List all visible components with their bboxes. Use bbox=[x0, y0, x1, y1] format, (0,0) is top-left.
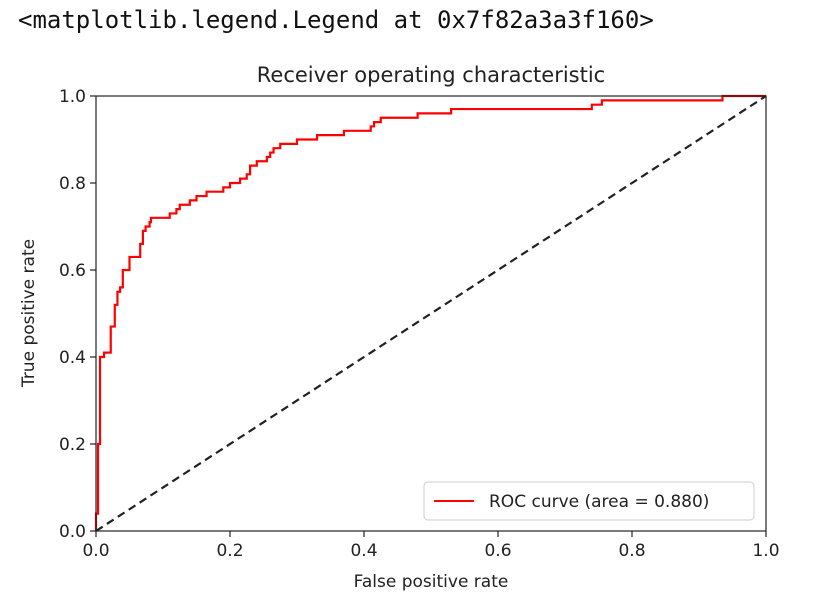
y-tick-label: 0.2 bbox=[59, 435, 86, 455]
plot-area: 0.0 0.2 0.4 0.6 0.8 1.0 0.0 0.2 0.4 0.6 0.8 1.0 bbox=[59, 87, 780, 561]
axes-frame bbox=[95, 95, 767, 532]
legend-entry-roc-curve: ROC curve (area = 0.880) bbox=[489, 492, 709, 512]
x-tick-label: 0.6 bbox=[484, 541, 511, 561]
y-tick-label: 0.0 bbox=[59, 522, 86, 542]
x-tick-label: 1.0 bbox=[752, 541, 779, 561]
chart-title: Receiver operating characteristic bbox=[257, 63, 605, 87]
y-axis-label: True positive rate bbox=[19, 239, 39, 388]
x-tick-label: 0.2 bbox=[216, 541, 243, 561]
y-tick-label: 0.4 bbox=[59, 348, 86, 368]
legend-box bbox=[423, 481, 755, 521]
series-line-roc-curve bbox=[94, 94, 766, 531]
y-tick-label: 1.0 bbox=[59, 87, 86, 107]
x-tick-label: 0.8 bbox=[618, 541, 645, 561]
series-line-chance-diagonal bbox=[95, 95, 767, 532]
x-tick-label: 0.4 bbox=[350, 541, 377, 561]
x-axis-label: False positive rate bbox=[354, 572, 509, 592]
y-tick-label: 0.6 bbox=[59, 261, 86, 281]
x-tick-label: 0.0 bbox=[82, 541, 109, 561]
output-repr-text: <matplotlib.legend.Legend at 0x7f82a3a3f… bbox=[18, 6, 654, 34]
legend: ROC curve (area = 0.880) bbox=[423, 481, 755, 521]
y-tick-label: 0.8 bbox=[59, 174, 86, 194]
